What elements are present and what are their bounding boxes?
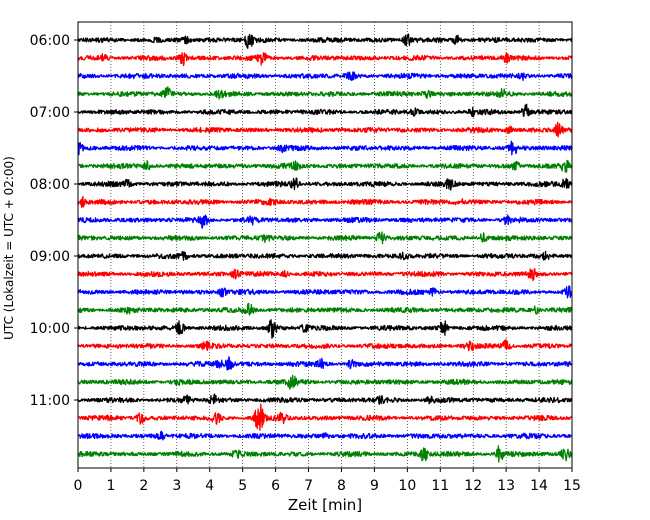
trace-0645 <box>77 86 573 100</box>
trace-0845 <box>77 231 573 245</box>
trace-1145 <box>77 445 573 463</box>
x-tick-label: 13 <box>497 478 515 494</box>
trace-0830 <box>77 214 573 229</box>
trace-0715 <box>77 121 573 138</box>
trace-0615 <box>77 52 573 67</box>
trace-lines <box>77 33 573 463</box>
trace-0800 <box>77 177 573 191</box>
trace-0600 <box>77 33 573 49</box>
trace-1015 <box>77 338 573 352</box>
trace-1045 <box>77 374 573 390</box>
y-tick-label: 07:00 <box>30 105 70 121</box>
plot-frame <box>77 21 573 469</box>
x-tick-label: 10 <box>398 478 416 494</box>
y-axis-ticks: 06:00 07:00 08:00 09:00 10:00 11:00 <box>30 33 78 409</box>
x-tick-label: 4 <box>205 478 214 494</box>
trace-1100 <box>77 393 573 405</box>
y-tick-label: 11:00 <box>30 393 70 409</box>
x-tick-label: 14 <box>530 478 548 494</box>
trace-1030 <box>77 356 573 371</box>
y-axis-label: UTC (Lokalzeit = UTC + 02:00) <box>2 156 16 340</box>
trace-0900 <box>77 250 573 261</box>
x-tick-label: 5 <box>238 478 247 494</box>
vertical-gridlines <box>110 22 540 468</box>
x-tick-label: 12 <box>464 478 482 494</box>
trace-0630 <box>77 71 573 82</box>
x-tick-label: 8 <box>337 478 346 494</box>
x-tick-label: 15 <box>563 478 581 494</box>
trace-0915 <box>77 268 573 282</box>
x-tick-label: 9 <box>370 478 379 494</box>
y-tick-label: 09:00 <box>30 249 70 265</box>
x-tick-label: 11 <box>431 478 449 494</box>
trace-0815 <box>77 196 573 208</box>
x-tick-label: 1 <box>106 478 115 494</box>
trace-0700 <box>77 103 573 118</box>
y-tick-label: 10:00 <box>30 321 70 337</box>
x-axis-label: Zeit [min] <box>288 496 362 514</box>
trace-0930 <box>77 285 573 299</box>
x-axis-ticks: 0 1 2 3 4 5 6 7 8 9 10 11 12 13 14 15 <box>74 468 581 494</box>
trace-0745 <box>77 159 573 173</box>
trace-1115 <box>77 403 573 431</box>
trace-0945 <box>77 302 573 316</box>
trace-1000 <box>77 319 573 339</box>
x-tick-label: 0 <box>74 478 83 494</box>
x-tick-label: 6 <box>271 478 280 494</box>
x-tick-label: 3 <box>172 478 181 494</box>
x-tick-label: 2 <box>139 478 148 494</box>
trace-0730 <box>77 140 573 156</box>
x-tick-label: 7 <box>304 478 313 494</box>
y-tick-label: 08:00 <box>30 177 70 193</box>
trace-1130 <box>77 430 573 441</box>
y-tick-label: 06:00 <box>30 33 70 49</box>
